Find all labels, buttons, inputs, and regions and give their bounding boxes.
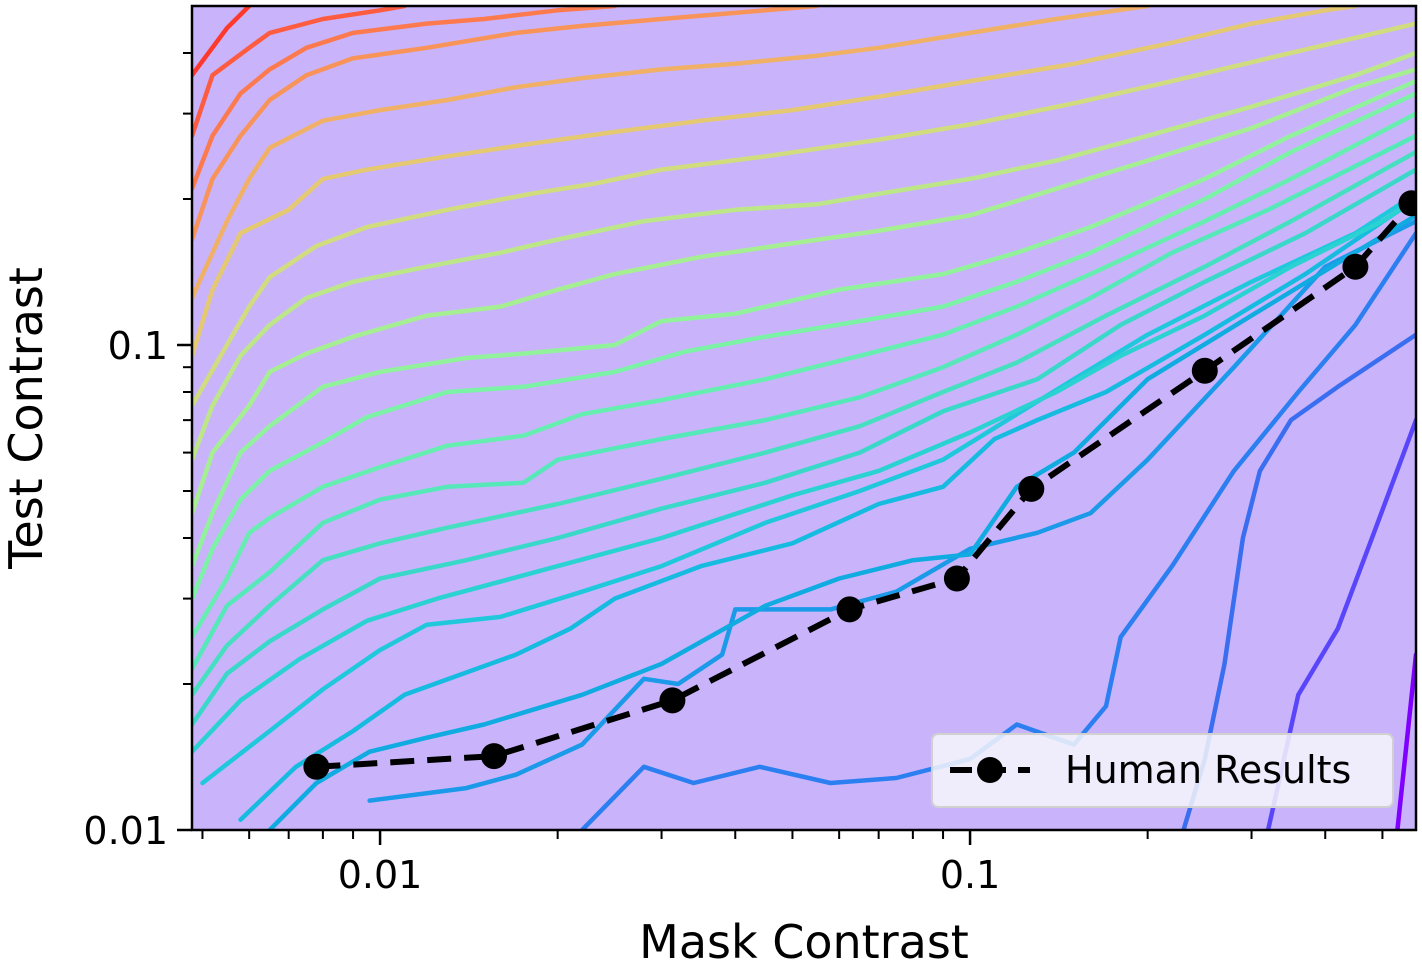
data-point bbox=[1191, 357, 1218, 384]
contour-line-6 bbox=[238, 196, 1416, 822]
x-axis-label: Mask Contrast bbox=[639, 915, 969, 969]
y-major-ticks: 0.01 0.1 bbox=[83, 324, 192, 853]
data-point bbox=[1342, 253, 1369, 280]
contour-line-10 bbox=[192, 149, 1416, 698]
contour-line-7 bbox=[200, 191, 1416, 786]
contour-line-4 bbox=[367, 218, 1416, 803]
contour-line-15 bbox=[192, 67, 1416, 516]
data-point bbox=[836, 596, 863, 623]
x-minor-ticks bbox=[201, 830, 1384, 839]
contour-lines bbox=[192, 6, 1416, 830]
y-minor-ticks bbox=[183, 52, 192, 686]
y-tick-label: 0.01 bbox=[83, 809, 168, 853]
legend-marker bbox=[977, 757, 1003, 783]
legend-box bbox=[931, 733, 1394, 808]
contour-line-16 bbox=[192, 50, 1416, 462]
data-point bbox=[481, 743, 507, 770]
plot-background bbox=[192, 6, 1416, 830]
contour-line-18 bbox=[192, 6, 1358, 359]
contour-line-22 bbox=[192, 6, 407, 139]
series-layer bbox=[303, 190, 1416, 780]
contour-line-0 bbox=[1395, 652, 1416, 830]
contour-line-9 bbox=[192, 167, 1416, 727]
x-major-ticks: 0.01 0.1 bbox=[338, 830, 1000, 897]
contour-line-17 bbox=[192, 21, 1416, 408]
y-axis: 0.01 0.1 Test Contrast bbox=[0, 52, 192, 853]
y-tick-label: 0.1 bbox=[108, 324, 168, 368]
x-tick-label: 0.1 bbox=[940, 853, 1000, 897]
contour-line-23 bbox=[192, 6, 252, 78]
legend: Human Results bbox=[931, 733, 1394, 808]
y-axis-label: Test Contrast bbox=[0, 267, 53, 570]
legend-label: Human Results bbox=[1065, 748, 1351, 792]
plot-frame bbox=[190, 4, 1418, 832]
contour-line-20 bbox=[192, 6, 820, 242]
data-point bbox=[659, 687, 686, 714]
contour-line-8 bbox=[192, 196, 1416, 754]
contour-line-21 bbox=[192, 6, 618, 191]
contour-line-12 bbox=[192, 111, 1416, 640]
contour-line-11 bbox=[192, 133, 1416, 672]
data-point bbox=[1018, 475, 1045, 502]
contour-line-14 bbox=[192, 78, 1416, 569]
x-tick-label: 0.01 bbox=[338, 853, 423, 897]
x-axis: 0.01 0.1 Mask Contrast bbox=[201, 830, 1384, 969]
plot-area bbox=[190, 4, 1418, 832]
contour-line-19 bbox=[192, 6, 1150, 301]
data-point bbox=[303, 753, 330, 780]
contour-line-13 bbox=[192, 91, 1416, 601]
data-point bbox=[1398, 190, 1416, 217]
contour-line-5 bbox=[267, 213, 1416, 830]
data-point bbox=[943, 565, 970, 592]
